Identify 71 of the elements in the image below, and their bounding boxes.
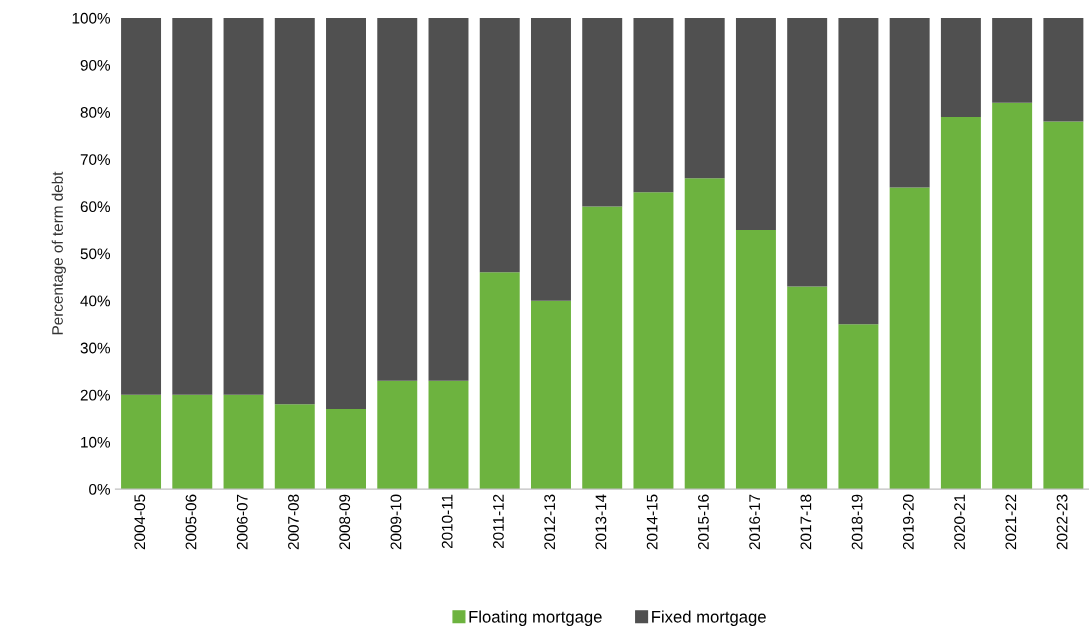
bar bbox=[684, 17, 725, 179]
bar bbox=[428, 17, 469, 381]
y-tick-label: 10% bbox=[81, 436, 111, 448]
x-tick-label: 2006-07 bbox=[236, 494, 248, 550]
y-tick-label: 30% bbox=[80, 342, 111, 354]
x-tick-label: 2005-06 bbox=[185, 494, 197, 550]
bar bbox=[889, 187, 930, 490]
x-tick-label: 2004-05 bbox=[134, 494, 146, 550]
x-tick-label: 2021-22 bbox=[1005, 494, 1017, 550]
y-tick-label: 70% bbox=[80, 154, 111, 165]
y-tick-label: 90% bbox=[80, 59, 111, 71]
bar bbox=[326, 17, 366, 409]
legend-label: Fixed mortgage bbox=[652, 610, 766, 626]
bar bbox=[582, 206, 623, 490]
bar bbox=[479, 17, 520, 273]
bar bbox=[1043, 17, 1084, 122]
x-tick-label: 2011-12 bbox=[493, 494, 504, 549]
bar bbox=[377, 380, 418, 490]
bar bbox=[274, 17, 315, 405]
bar bbox=[582, 17, 623, 207]
x-tick-label: 2013-14 bbox=[595, 494, 607, 550]
bar bbox=[735, 229, 776, 490]
bar bbox=[121, 394, 162, 490]
x-tick-label: 2007-08 bbox=[288, 494, 299, 550]
bar bbox=[838, 17, 879, 325]
bar bbox=[223, 394, 264, 490]
bar bbox=[787, 17, 828, 287]
x-tick-label: 2019-20 bbox=[902, 494, 914, 550]
y-tick-label: 40% bbox=[80, 295, 111, 307]
legend-label: Floating mortgage bbox=[469, 610, 602, 626]
bar bbox=[377, 17, 418, 381]
x-tick-label: 2012-13 bbox=[544, 494, 556, 550]
bar bbox=[530, 17, 571, 301]
bar bbox=[274, 404, 315, 490]
x-tick-label: 2009-10 bbox=[390, 494, 402, 550]
bar bbox=[633, 17, 674, 193]
bar bbox=[684, 178, 725, 490]
y-tick-label: 100% bbox=[72, 12, 111, 24]
y-axis-title: Percentage of term debt bbox=[51, 171, 66, 335]
bar bbox=[787, 286, 828, 490]
y-tick-label: 20% bbox=[80, 389, 111, 401]
x-tick-label: 2016-17 bbox=[749, 494, 761, 550]
x-tick-label: 2015-16 bbox=[697, 494, 709, 550]
x-tick-label: 2017-18 bbox=[800, 494, 812, 550]
bar bbox=[838, 324, 879, 490]
bar bbox=[428, 380, 469, 490]
x-tick-label: 2018-19 bbox=[851, 494, 863, 550]
bar bbox=[326, 408, 366, 490]
bar bbox=[479, 272, 520, 490]
x-tick-label: 2020-21 bbox=[954, 494, 965, 550]
bar bbox=[172, 394, 213, 490]
x-tick-label: 2022-23 bbox=[1056, 494, 1068, 550]
bar bbox=[992, 102, 1033, 490]
bar bbox=[889, 17, 930, 188]
bar bbox=[172, 17, 213, 395]
y-tick-label: 50% bbox=[80, 248, 111, 260]
y-tick-label: 80% bbox=[80, 107, 111, 118]
bar bbox=[121, 17, 162, 395]
bar bbox=[633, 192, 674, 490]
bar bbox=[992, 17, 1033, 103]
bar bbox=[1043, 121, 1084, 490]
y-tick-label: 60% bbox=[80, 201, 111, 213]
bar bbox=[735, 17, 776, 230]
x-tick-label: 2010-11 bbox=[441, 494, 453, 549]
y-tick-label: 0% bbox=[89, 483, 111, 495]
x-tick-label: 2008-09 bbox=[339, 494, 351, 550]
x-tick-label: 2014-15 bbox=[646, 494, 658, 550]
bar bbox=[530, 300, 571, 490]
bar bbox=[223, 17, 264, 395]
bar bbox=[940, 116, 981, 490]
bar bbox=[940, 17, 981, 117]
